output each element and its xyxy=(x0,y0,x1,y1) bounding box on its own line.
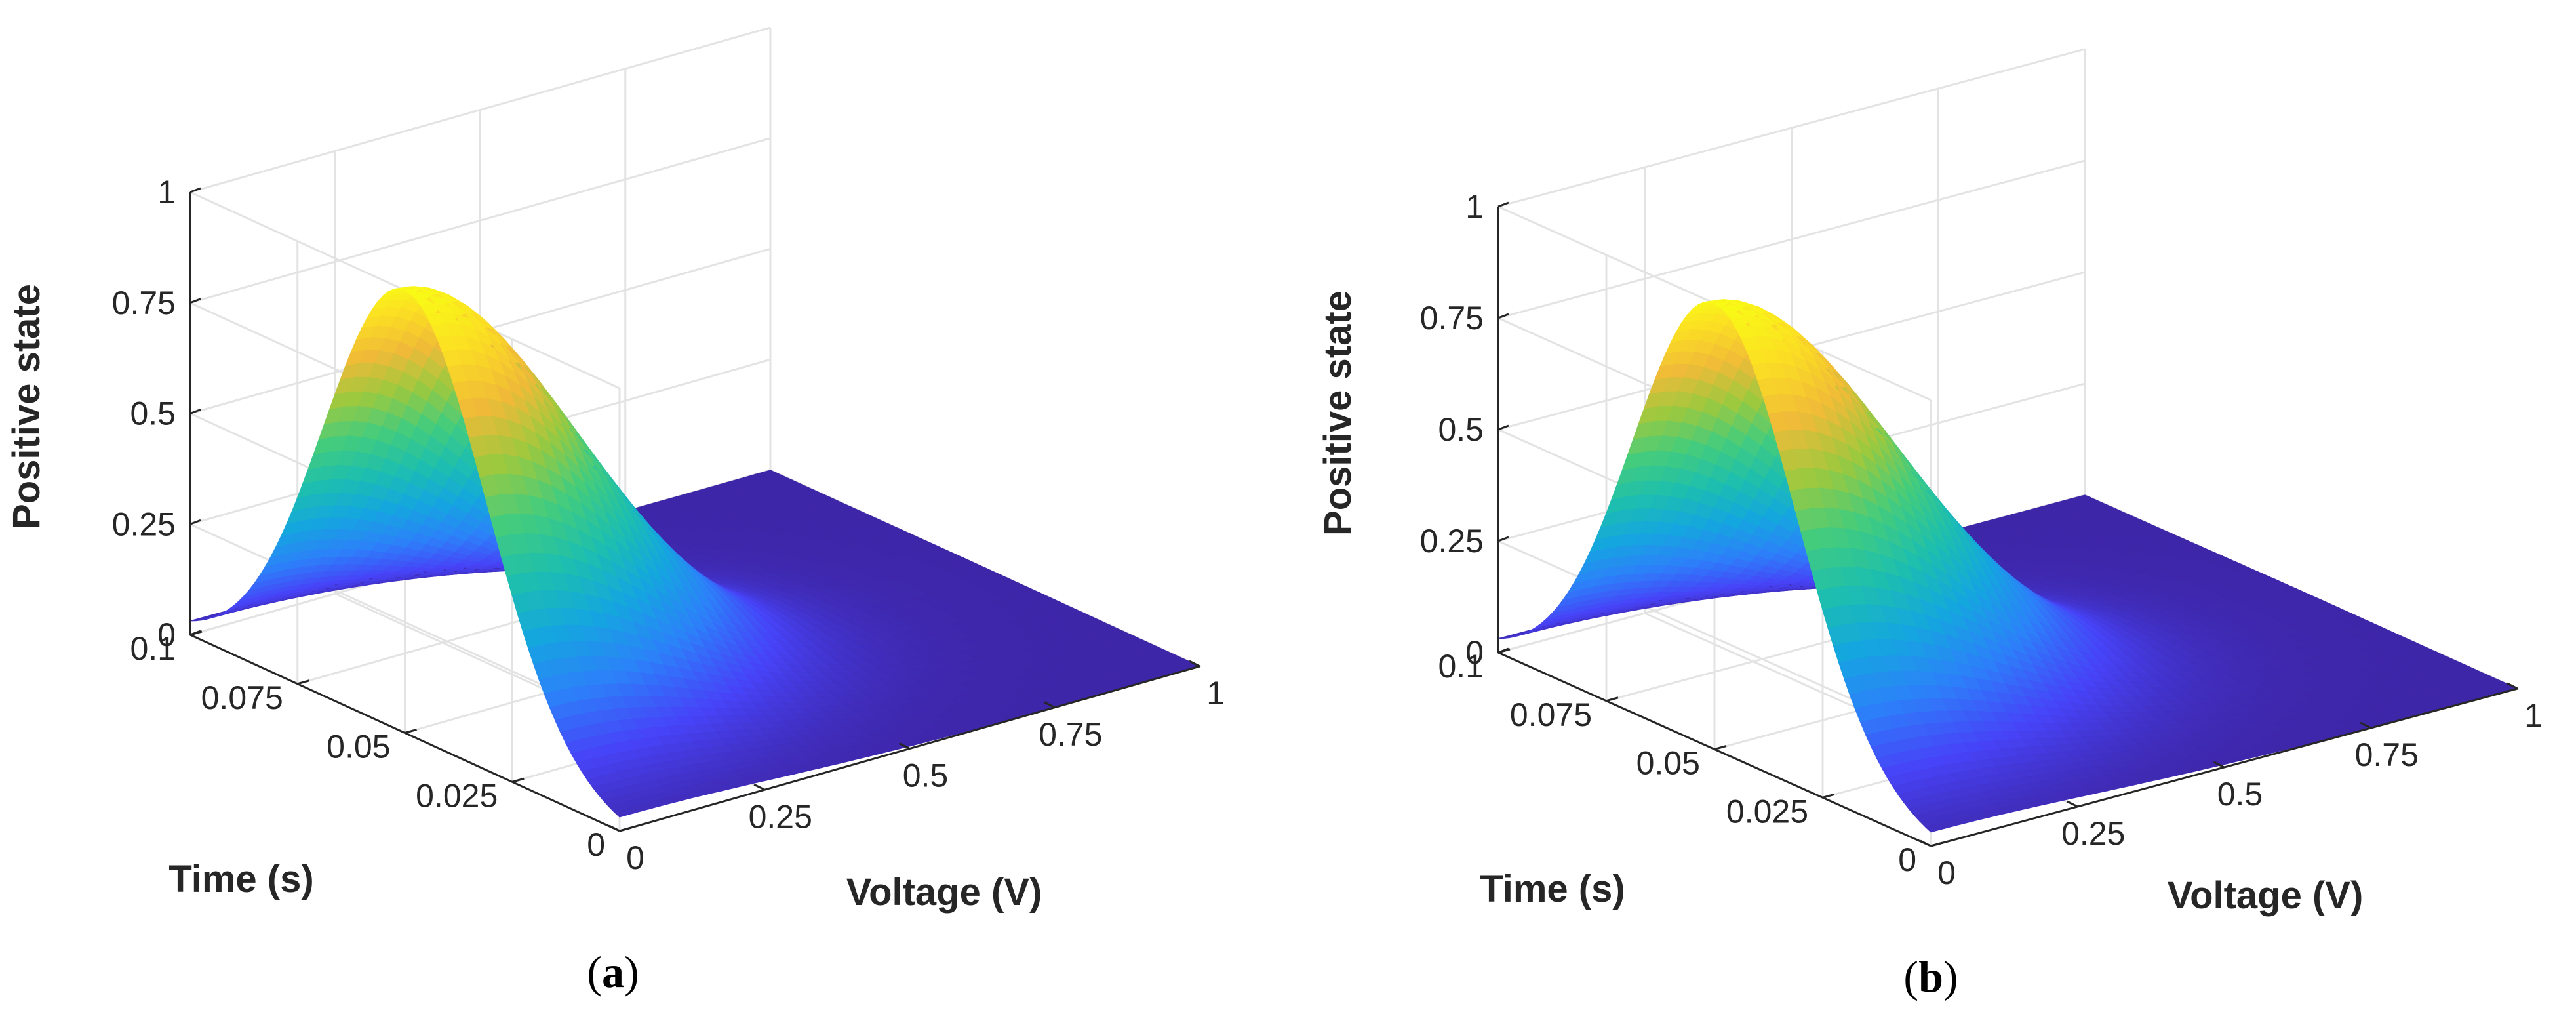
time-tick-label: 0.025 xyxy=(416,777,498,814)
panel-paren-close: ) xyxy=(624,947,639,997)
surface-plot-a: 00.250.50.75100.0250.050.0750.100.250.50… xyxy=(5,26,1225,997)
z-tick-label: 1 xyxy=(157,174,176,211)
voltage-tick-label: 0 xyxy=(626,839,644,876)
z-tick-label: 0.5 xyxy=(130,395,176,432)
voltage-tick-label: 0.25 xyxy=(749,798,812,835)
panel-label: (a) xyxy=(587,947,639,997)
surface-plot-b: 00.250.50.75100.0250.050.0750.100.250.50… xyxy=(1317,48,2543,1001)
voltage-tick-mark xyxy=(753,783,765,791)
voltage-axis-label: Voltage (V) xyxy=(846,871,1042,914)
voltage-tick-label: 0.5 xyxy=(903,757,949,794)
time-tick-label: 0.075 xyxy=(201,679,283,716)
time-tick-mark xyxy=(297,679,310,685)
time-tick-label: 0.05 xyxy=(327,729,390,765)
voltage-tick-label: 0.75 xyxy=(1039,716,1102,753)
voltage-tick-mark xyxy=(608,824,620,832)
z-axis-label: Positive state xyxy=(5,284,48,529)
surface xyxy=(189,286,1201,818)
time-tick-label: 0.1 xyxy=(130,630,176,667)
z-tick-label: 0.75 xyxy=(112,285,176,321)
panel-letter: a xyxy=(602,947,624,997)
time-tick-label: 0 xyxy=(587,826,605,863)
panel-paren-open: ( xyxy=(587,947,602,997)
grid-line xyxy=(189,137,771,304)
time-axis-label: Time (s) xyxy=(168,858,313,900)
grid-line xyxy=(189,26,771,193)
voltage-tick-label: 1 xyxy=(1206,675,1225,712)
time-tick-mark xyxy=(511,777,525,783)
z-tick-label: 0.25 xyxy=(112,506,176,542)
time-tick-mark xyxy=(405,729,417,734)
